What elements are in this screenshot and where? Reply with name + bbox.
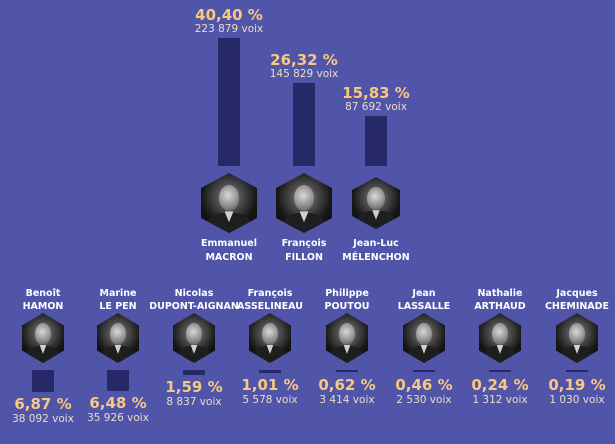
candidate-hamon-bar <box>32 370 54 392</box>
photo-face <box>339 323 355 345</box>
candidate-lepen-votes: 35 926 voix <box>87 411 149 424</box>
candidate-mlenchon-first-name: Jean-Luc <box>353 238 399 249</box>
photo-collar <box>39 345 47 354</box>
photo-collar <box>190 345 198 354</box>
candidate-cheminade-bar <box>566 370 588 372</box>
candidate-cheminade-photo <box>556 313 598 363</box>
photo-collar <box>343 345 351 354</box>
candidate-fillon-percent: 26,32 % <box>270 50 338 69</box>
photo-face <box>293 185 315 212</box>
candidate-dupontaignan-photo <box>173 313 215 363</box>
photo-face <box>35 323 51 345</box>
candidate-lepen-photo <box>97 313 139 363</box>
candidate-poutou-percent: 0,62 % <box>318 376 376 394</box>
candidate-hamon-photo <box>22 313 64 363</box>
candidate-mlenchon-percent: 15,83 % <box>342 83 410 102</box>
candidate-fillon-bar <box>293 82 315 166</box>
candidate-arthaud-votes: 1 312 voix <box>472 394 528 406</box>
candidate-lepen-last-name: LE PEN <box>99 301 137 312</box>
candidate-mlenchon-last-name: MÉLENCHON <box>342 252 410 263</box>
candidate-macron-percent: 40,40 % <box>195 5 263 24</box>
candidate-fillon-first-name: François <box>281 238 327 249</box>
photo-face <box>492 323 508 345</box>
candidate-mlenchon-votes: 87 692 voix <box>345 100 407 113</box>
candidate-poutou-first-name: Philippe <box>325 288 369 299</box>
candidate-hamon-votes: 38 092 voix <box>12 412 74 425</box>
candidate-dupontaignan-bar <box>183 370 205 376</box>
photo-face <box>110 323 126 345</box>
candidate-macron-first-name: Emmanuel <box>201 238 257 249</box>
candidate-arthaud-photo <box>479 313 521 363</box>
photo-collar <box>372 210 380 220</box>
candidate-dupontaignan-last-name: DUPONT-AIGNAN <box>149 301 239 312</box>
photo-collar <box>299 211 309 223</box>
candidate-poutou-photo <box>326 313 368 363</box>
candidate-macron-photo <box>201 173 257 233</box>
candidate-lepen-bar <box>107 370 129 391</box>
candidate-fillon-last-name: FILLON <box>285 252 323 263</box>
candidate-fillon-photo <box>276 173 332 233</box>
candidate-lassalle-photo <box>403 313 445 363</box>
candidate-cheminade-votes: 1 030 voix <box>549 394 605 406</box>
candidate-arthaud-first-name: Nathalie <box>477 288 523 299</box>
photo-face <box>186 323 202 345</box>
candidate-mlenchon-bar <box>365 115 387 166</box>
photo-face <box>262 323 278 345</box>
candidate-arthaud-bar <box>489 370 511 372</box>
photo-face <box>367 187 385 211</box>
candidate-macron-last-name: MACRON <box>205 252 253 263</box>
candidate-macron-bar <box>218 37 240 166</box>
candidate-lassalle-votes: 2 530 voix <box>396 394 452 406</box>
photo-collar <box>224 211 234 223</box>
candidate-asselineau-bar <box>259 370 281 374</box>
candidate-lassalle-bar <box>413 370 435 372</box>
candidate-asselineau-votes: 5 578 voix <box>242 394 298 407</box>
candidate-dupontaignan-first-name: Nicolas <box>174 288 214 299</box>
candidate-dupontaignan-percent: 1,59 % <box>165 378 223 397</box>
candidate-asselineau-photo <box>249 313 291 363</box>
candidate-mlenchon-photo <box>352 177 400 229</box>
candidate-asselineau-first-name: François <box>247 288 293 299</box>
candidate-dupontaignan-votes: 8 837 voix <box>166 396 222 409</box>
candidate-lassalle-percent: 0,46 % <box>395 376 453 394</box>
candidate-lassalle-last-name: LASSALLE <box>397 301 451 312</box>
candidate-lepen-first-name: Marine <box>99 288 137 299</box>
candidate-asselineau-last-name: ASSELINEAU <box>237 301 303 312</box>
candidate-fillon-votes: 145 829 voix <box>269 67 339 80</box>
candidate-lepen-percent: 6,48 % <box>89 393 147 412</box>
candidate-lassalle-first-name: Jean <box>412 288 436 299</box>
candidate-poutou-votes: 3 414 voix <box>319 394 375 406</box>
photo-collar <box>420 345 428 354</box>
photo-face <box>416 323 432 345</box>
photo-face <box>218 185 240 212</box>
candidate-cheminade-first-name: Jacques <box>556 288 598 299</box>
candidate-arthaud-percent: 0,24 % <box>471 376 529 394</box>
candidate-cheminade-last-name: CHEMINADE <box>544 301 610 312</box>
candidate-cheminade-percent: 0,19 % <box>548 376 606 394</box>
candidate-poutou-bar <box>336 370 358 372</box>
candidate-poutou-last-name: POUTOU <box>324 301 370 312</box>
candidate-hamon-percent: 6,87 % <box>14 394 72 413</box>
candidate-hamon-first-name: Benoît <box>25 288 61 299</box>
candidate-hamon-last-name: HAMON <box>22 301 64 312</box>
photo-face <box>569 323 585 345</box>
photo-collar <box>496 345 504 354</box>
candidate-arthaud-last-name: ARTHAUD <box>474 301 526 312</box>
photo-collar <box>573 345 581 354</box>
photo-collar <box>114 345 122 354</box>
candidate-asselineau-percent: 1,01 % <box>241 376 299 395</box>
photo-collar <box>266 345 274 354</box>
candidate-macron-votes: 223 879 voix <box>194 22 264 35</box>
